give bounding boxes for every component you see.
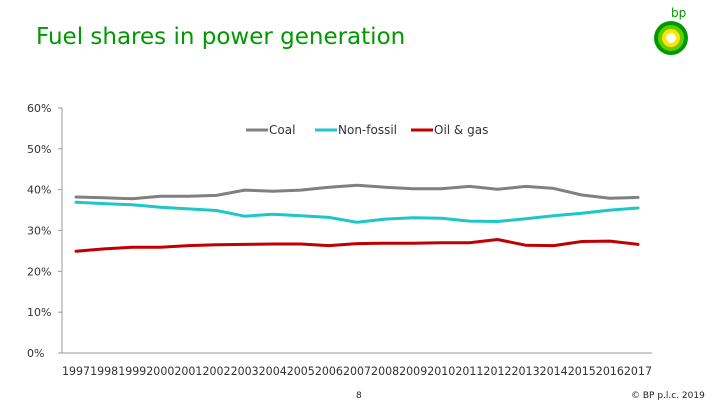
y-tick-label: 0% [27, 347, 44, 360]
page-number: 8 [356, 391, 362, 401]
x-tick-label: 1997 [62, 364, 90, 378]
x-tick-label: 2005 [287, 364, 315, 378]
chart-series [74, 183, 640, 253]
x-tick-label: 1998 [90, 364, 118, 378]
x-tick-label: 2006 [315, 364, 343, 378]
x-tick-label: 2009 [399, 364, 427, 378]
x-tick-label: 2002 [202, 364, 230, 378]
x-tick-label: 2003 [231, 364, 259, 378]
chart-axes [61, 108, 652, 354]
slide-title: Fuel shares in power generation [36, 24, 406, 50]
x-tick-label: 2007 [343, 364, 371, 378]
series-line-coal [74, 183, 640, 201]
x-tick-label: 2008 [371, 364, 399, 378]
series-line-oil-gas [74, 238, 640, 253]
x-tick-label: 2004 [259, 364, 287, 378]
y-tick-label: 40% [27, 184, 51, 197]
x-tick-label: 2016 [596, 364, 624, 378]
series-line-non-fossil [74, 200, 640, 224]
y-tick-label: 60% [27, 102, 51, 115]
chart-legend: Coal Non-fossil Oil & gas [246, 123, 488, 137]
x-tick-label: 2013 [512, 364, 540, 378]
x-tick-label: 2010 [427, 364, 455, 378]
legend-label: Coal [269, 123, 295, 137]
y-tick-label: 50% [27, 143, 51, 156]
y-tick-label: 10% [27, 306, 51, 319]
y-tick-label: 20% [27, 265, 51, 278]
y-axis-ticks: 0% 10% 20% 30% 40% 50% 60% [27, 102, 62, 360]
x-tick-label: 2000 [146, 364, 174, 378]
legend-label: Non-fossil [338, 123, 397, 137]
x-axis-ticks: 1997 1998 1999 2000 2001 2002 2003 2004 2005 2006… [62, 364, 652, 378]
bp-logo-text: bp [671, 6, 687, 20]
x-tick-label: 1999 [118, 364, 146, 378]
x-tick-label: 2015 [568, 364, 596, 378]
legend-label: Oil & gas [434, 123, 488, 137]
bp-logo-icon [654, 21, 688, 55]
y-tick-label: 30% [27, 225, 51, 238]
x-tick-label: 2011 [455, 364, 483, 378]
x-tick-label: 2012 [483, 364, 511, 378]
x-tick-label: 2017 [624, 364, 652, 378]
x-tick-label: 2001 [174, 364, 202, 378]
x-tick-label: 2014 [540, 364, 568, 378]
copyright-text: © BP p.l.c. 2019 [631, 391, 705, 401]
